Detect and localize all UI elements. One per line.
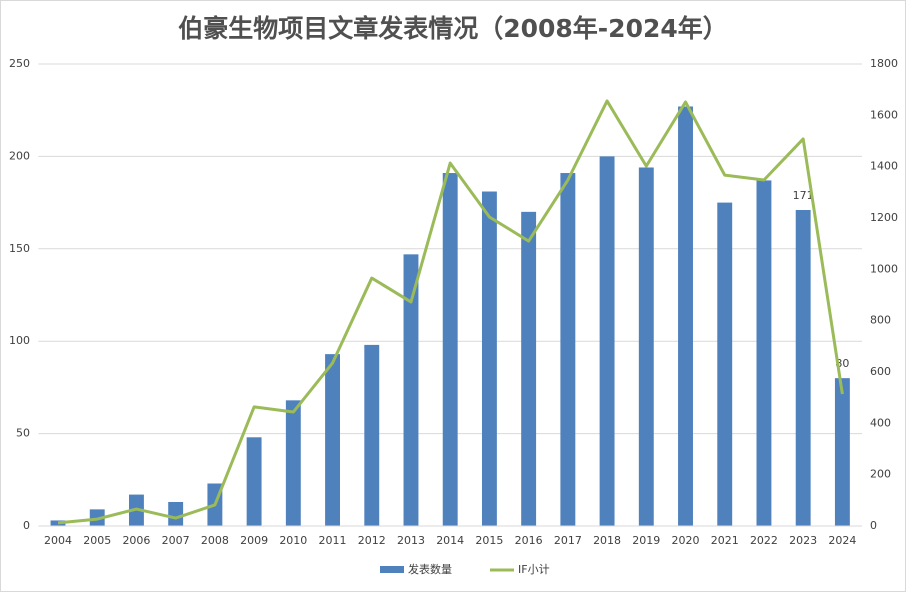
chart-title: 伯豪生物项目文章发表情况（2008年-2024年） xyxy=(178,14,728,43)
y2-tick-label: 800 xyxy=(870,314,891,327)
x-tick-label: 2005 xyxy=(83,534,111,547)
legend-swatch xyxy=(380,566,404,573)
y2-tick-label: 1200 xyxy=(870,211,898,224)
x-tick-label: 2015 xyxy=(475,534,503,547)
x-tick-label: 2011 xyxy=(319,534,347,547)
y-tick-label: 250 xyxy=(9,57,30,70)
bar xyxy=(481,191,497,526)
y2-tick-label: 0 xyxy=(870,519,877,532)
x-tick-label: 2018 xyxy=(593,534,621,547)
x-tick-label: 2017 xyxy=(554,534,582,547)
x-tick-label: 2010 xyxy=(279,534,307,547)
x-tick-label: 2019 xyxy=(632,534,660,547)
y-tick-label: 50 xyxy=(16,427,30,440)
x-tick-label: 2009 xyxy=(240,534,268,547)
legend-label: 发表数量 xyxy=(408,562,452,576)
bar xyxy=(756,180,772,526)
bar xyxy=(834,378,850,526)
bar xyxy=(795,209,811,526)
bar xyxy=(678,106,693,526)
data-label: 171 xyxy=(793,189,814,202)
x-tick-label: 2012 xyxy=(358,534,386,547)
bar xyxy=(246,437,262,526)
bar xyxy=(442,173,458,527)
bar xyxy=(638,167,654,526)
x-tick-label: 2021 xyxy=(711,534,739,547)
x-tick-label: 2007 xyxy=(162,534,190,547)
bar xyxy=(521,211,537,526)
bar xyxy=(403,254,419,526)
bar xyxy=(560,173,576,527)
y2-tick-label: 600 xyxy=(870,365,891,378)
bar xyxy=(364,344,380,526)
bar xyxy=(599,156,615,526)
x-tick-label: 2013 xyxy=(397,534,425,547)
y-tick-label: 200 xyxy=(9,149,30,162)
y2-tick-label: 1600 xyxy=(870,108,898,121)
y2-tick-label: 1400 xyxy=(870,160,898,173)
x-tick-label: 2024 xyxy=(828,534,856,547)
bar xyxy=(285,400,301,526)
bar xyxy=(717,202,733,526)
x-tick-label: 2020 xyxy=(672,534,700,547)
x-tick-label: 2022 xyxy=(750,534,778,547)
y2-tick-label: 200 xyxy=(870,468,891,481)
y-tick-label: 150 xyxy=(9,242,30,255)
x-tick-label: 2016 xyxy=(515,534,543,547)
y2-tick-label: 400 xyxy=(870,416,891,429)
x-tick-label: 2023 xyxy=(789,534,817,547)
y2-tick-label: 1800 xyxy=(870,57,898,70)
y-tick-label: 100 xyxy=(9,334,30,347)
legend-label: IF小计 xyxy=(518,563,550,576)
x-tick-label: 2004 xyxy=(44,534,72,547)
bar xyxy=(325,354,340,526)
x-tick-label: 2014 xyxy=(436,534,464,547)
y-tick-label: 0 xyxy=(23,519,30,532)
bar xyxy=(168,501,184,526)
x-tick-label: 2008 xyxy=(201,534,229,547)
y2-tick-label: 1000 xyxy=(870,262,898,275)
x-tick-label: 2006 xyxy=(122,534,150,547)
line xyxy=(57,99,844,525)
bar xyxy=(50,520,66,526)
